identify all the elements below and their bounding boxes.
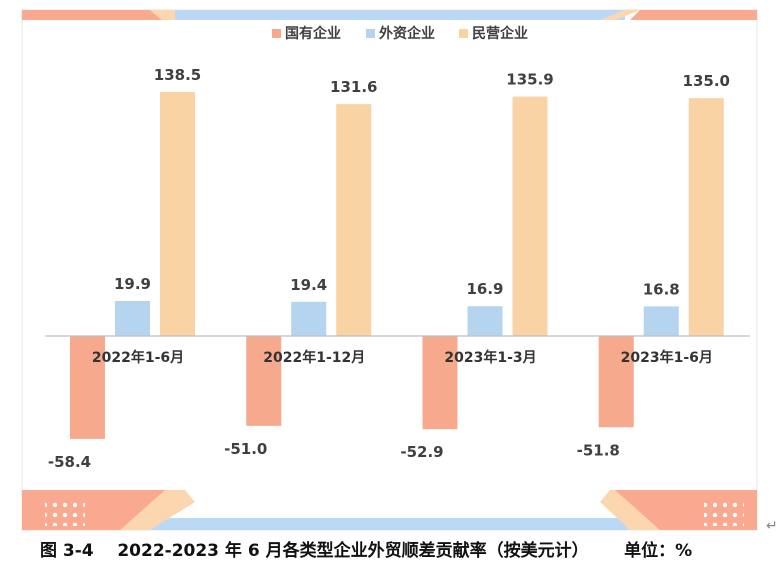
legend-label: 国有企业 [285, 25, 341, 42]
bar [688, 98, 724, 336]
frame-top-left-tab [22, 10, 162, 20]
legend-swatch [366, 29, 375, 38]
frame-top-blue-band [175, 10, 625, 20]
data-label: 16.9 [466, 280, 503, 298]
value-label-layer: -58.4 19.9 138.5 -51.0 19.4 131.6 -52.9 16.9 135… [48, 66, 730, 471]
bar [160, 92, 195, 336]
figure-title: 2022-2023 年 6 月各类型企业外贸顺差贡献率（按美元计） [117, 541, 589, 561]
frame-top-right-peach [600, 10, 640, 20]
dot-grid-right-icon [704, 498, 744, 526]
data-label: 16.8 [643, 280, 680, 298]
bar [598, 336, 634, 428]
bar [512, 96, 548, 336]
bar [246, 336, 282, 426]
legend-label: 民营企业 [472, 25, 528, 42]
bar [336, 104, 372, 336]
bar [70, 336, 105, 439]
data-label: -51.8 [577, 441, 620, 459]
return-mark-icon: ↵ [766, 518, 778, 534]
bar [422, 336, 458, 430]
frame-bottom-blue-band [150, 518, 630, 530]
legend-swatch [459, 29, 468, 38]
chart-svg: 国有企业 外资企业 民营企业 2022年1-6月 2022年1-12月 2023年1-3… [21, 9, 758, 531]
bar [115, 300, 150, 336]
category-tick-label: 2023年1-6月 [621, 349, 713, 366]
data-label: -51.0 [224, 440, 267, 458]
category-tick-label: 2022年1-12月 [263, 349, 365, 366]
category-tick-label: 2023年1-3月 [444, 349, 536, 366]
data-label: 135.9 [506, 71, 553, 89]
frame-border [21, 9, 758, 531]
bar [643, 306, 679, 336]
bar [467, 306, 503, 336]
data-label: -58.4 [48, 453, 91, 471]
dot-grid-left-icon [45, 498, 85, 526]
unit-label: 单位：% [624, 541, 693, 561]
legend-swatch [272, 29, 281, 38]
data-label: 131.6 [330, 78, 377, 96]
figure-caption: 图 3-4 2022-2023 年 6 月各类型企业外贸顺差贡献率（按美元计） … [40, 538, 770, 564]
data-label: 135.0 [683, 72, 730, 90]
legend: 国有企业 外资企业 民营企业 [272, 25, 528, 42]
data-label: 138.5 [154, 66, 201, 84]
bar [291, 301, 327, 336]
frame-top-right-tab [630, 10, 757, 20]
category-label-layer: 2022年1-6月 2022年1-12月 2023年1-3月 2023年1-6月 [92, 349, 713, 366]
bar-layer [70, 92, 724, 439]
figure-number: 图 3-4 [40, 541, 94, 561]
legend-label: 外资企业 [379, 25, 435, 42]
decorative-frame [21, 9, 758, 531]
data-label: 19.9 [114, 275, 151, 293]
data-label: 19.4 [290, 276, 327, 294]
category-tick-label: 2022年1-6月 [92, 349, 184, 366]
data-label: -52.9 [400, 443, 443, 461]
